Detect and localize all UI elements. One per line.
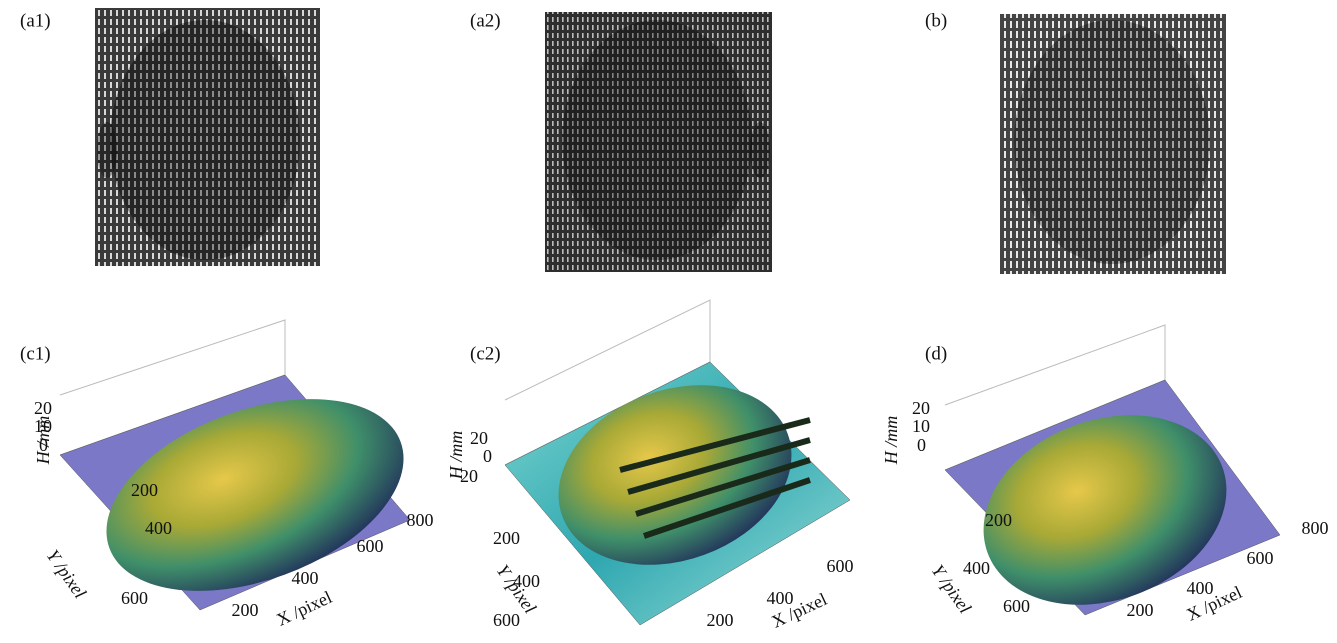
y-tick-label: 400 <box>145 518 172 538</box>
plot-label: (c2) <box>470 343 501 364</box>
z-tick-label: 10 <box>912 416 930 436</box>
x-tick-label: 600 <box>357 536 384 556</box>
panel-label: (a2) <box>470 10 501 31</box>
z-tick-label: 0 <box>483 446 492 466</box>
z-tick-label: 20 <box>34 398 52 418</box>
y-tick-label: 600 <box>493 610 520 630</box>
x-axis-label: X /pixel <box>273 587 334 630</box>
x-tick-label: 800 <box>1302 518 1329 538</box>
surface-plot <box>60 320 430 628</box>
y-axis-label: Y /pixel <box>43 546 91 602</box>
x-tick-label: 800 <box>407 510 434 530</box>
x-tick-label: 200 <box>707 610 734 630</box>
z-tick-label: 20 <box>912 398 930 418</box>
fringe-image-a1 <box>95 8 320 266</box>
x-tick-label: 400 <box>292 568 319 588</box>
y-tick-label: 200 <box>493 528 520 548</box>
head-surface <box>533 354 817 596</box>
plot-label: (c1) <box>20 343 51 364</box>
x-tick-label: 600 <box>1247 548 1274 568</box>
z-tick-label: 20 <box>470 428 488 448</box>
y-tick-label: 400 <box>963 558 990 578</box>
y-tick-label: 200 <box>985 510 1012 530</box>
z-axis-label: H /mm <box>881 416 901 466</box>
fringe-image-b <box>1000 14 1226 274</box>
y-tick-label: 200 <box>131 480 158 500</box>
y-tick-label: 600 <box>1003 596 1030 616</box>
x-tick-label: 200 <box>1127 600 1154 620</box>
figure: (a1)(a2)(b)(c1)20100H /mm200400600Y /pix… <box>0 0 1337 643</box>
x-tick-label: 600 <box>827 556 854 576</box>
x-tick-label: 200 <box>232 600 259 620</box>
panel-label: (b) <box>925 10 947 31</box>
plot-label: (d) <box>925 343 947 364</box>
fringe-image-a2 <box>545 12 772 272</box>
surface-plot <box>505 300 850 625</box>
panel-label: (a1) <box>20 10 51 31</box>
z-tick-label: 0 <box>917 435 926 455</box>
y-tick-label: 600 <box>121 588 148 608</box>
z-axis-label: H /mm <box>33 416 53 466</box>
z-axis-label: H /mm <box>446 431 466 481</box>
